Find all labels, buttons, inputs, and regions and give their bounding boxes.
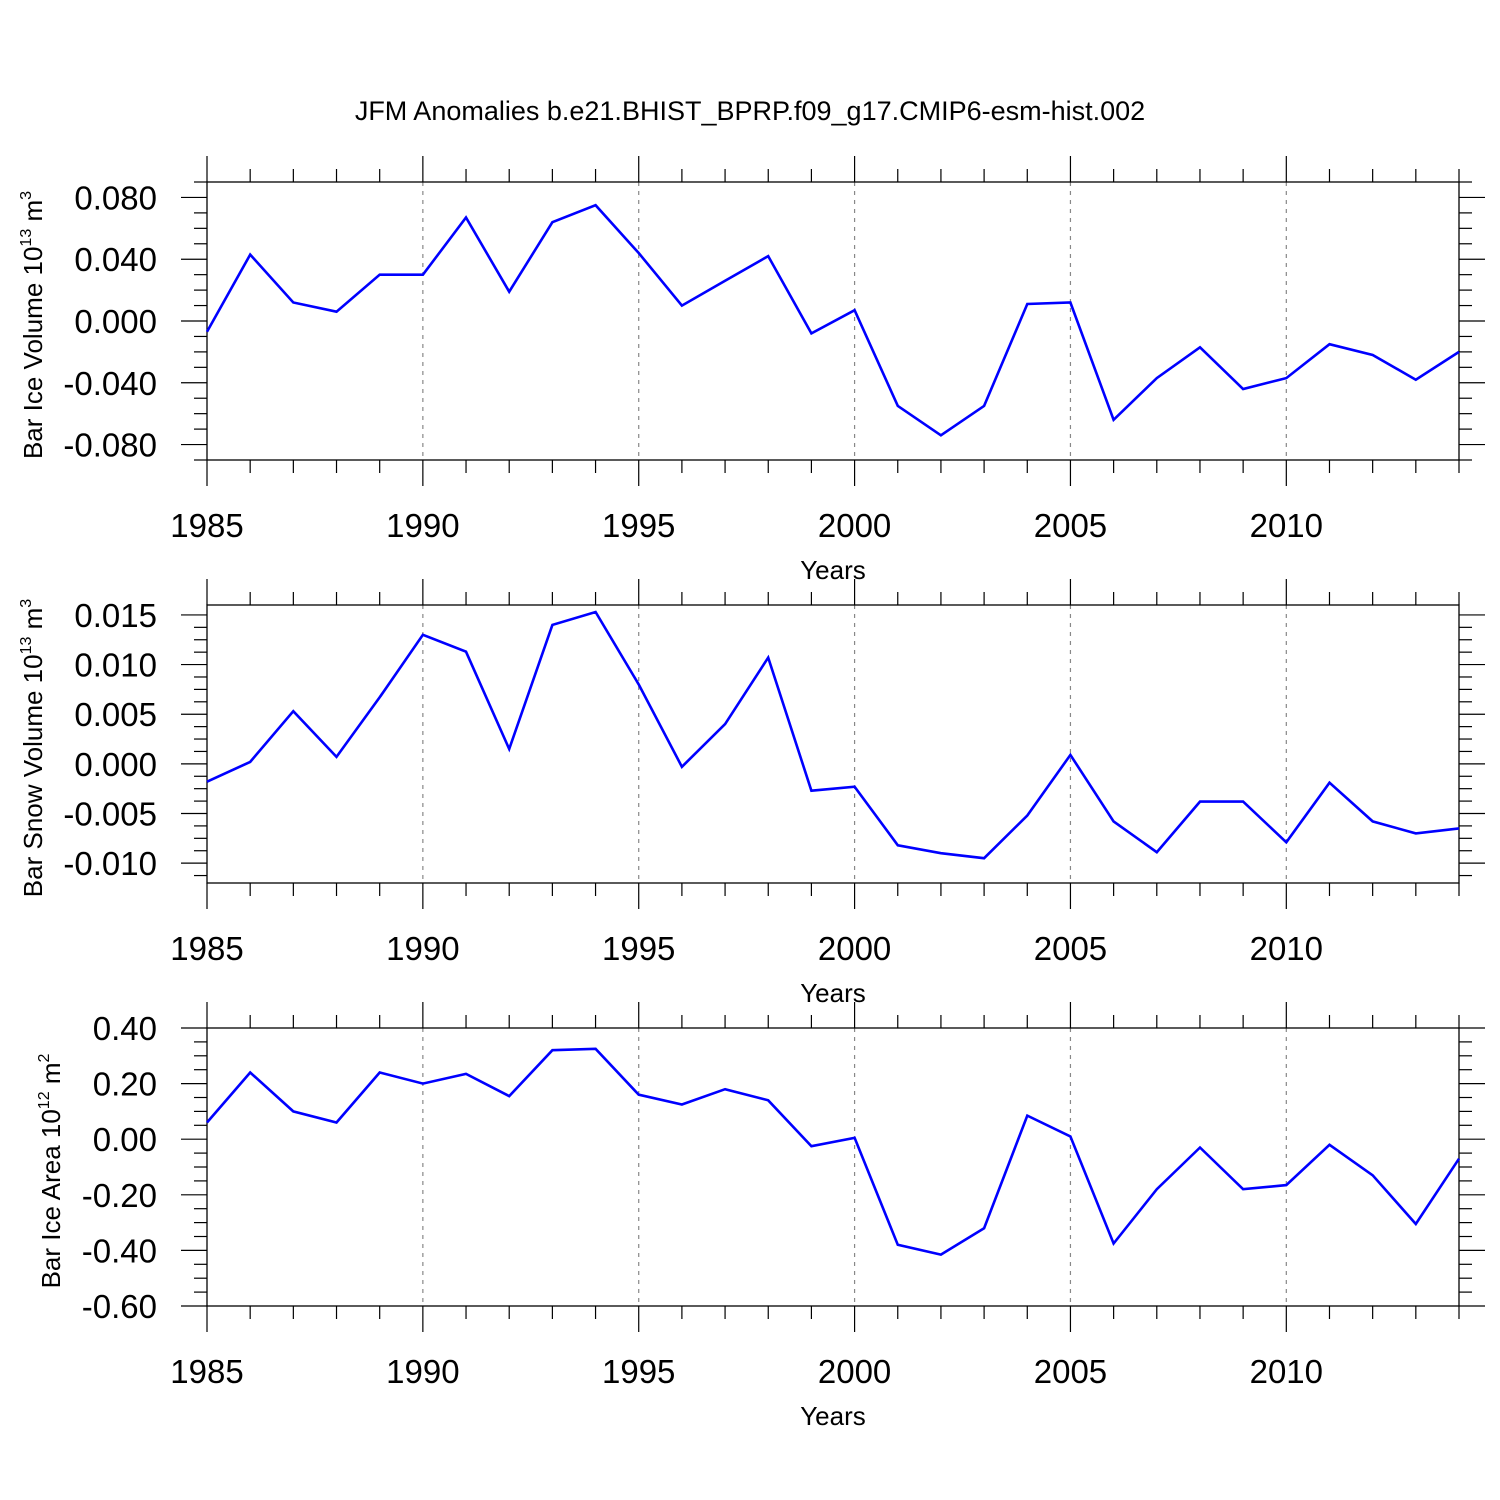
y-tick-label: -0.040 [63,365,157,402]
x-axis-title: Years [800,978,866,1008]
y-tick-label: 0.000 [74,746,157,783]
x-axis-title: Years [800,555,866,585]
x-tick-label: 1985 [170,1353,243,1390]
y-tick-label: 0.005 [74,696,157,733]
y-tick-label: 0.040 [74,241,157,278]
y-tick-label: 0.00 [93,1121,157,1158]
chart-title: JFM Anomalies b.e21.BHIST_BPRP.f09_g17.C… [355,96,1145,126]
series-line-snow-volume [206,610,1460,860]
y-tick-label: -0.20 [82,1177,157,1214]
y-tick-label: 0.40 [93,1010,157,1047]
y-tick-label: 0.010 [74,647,157,684]
x-tick-label: 2000 [818,1353,891,1390]
series-line-ice-area [206,1047,1461,1256]
y-tick-label: 0.080 [74,179,157,216]
x-tick-label: 2000 [818,930,891,967]
y-tick-label: -0.60 [82,1288,157,1325]
x-tick-label: 1995 [602,1353,675,1390]
y-axis-title: Bar Ice Volume 1013 m3 [18,191,48,459]
x-tick-label: 1995 [602,507,675,544]
x-tick-label: 2005 [1034,507,1107,544]
y-tick-label: 0.000 [74,303,157,340]
y-axis-title: Bar Snow Volume 1013 m3 [18,599,48,898]
y-axis-title: Bar Ice Area 1012 m2 [36,1053,66,1288]
x-tick-label: 1990 [386,507,459,544]
x-tick-label: 1985 [170,507,243,544]
x-tick-label: 2010 [1250,930,1323,967]
x-tick-label: 2010 [1250,507,1323,544]
panel-snow-volume: -0.010 -0.005 0.000 0.005 0.010 0.015 1985 1990… [18,579,1485,1008]
panel-ice-area: -0.60 -0.40 -0.20 0.00 0.20 0.40 1985 1990 1995 2… [36,1002,1485,1431]
plot-frame [206,1027,1460,1307]
x-tick-label: 1985 [170,930,243,967]
y-tick-label: -0.010 [63,845,157,882]
x-tick-label: 1990 [386,1353,459,1390]
x-tick-label: 2010 [1250,1353,1323,1390]
y-tick-label: 0.015 [74,597,157,634]
panels: -0.080 -0.040 0.000 0.040 0.080 1985 1990 1995 2… [18,156,1485,1431]
series-line-ice-volume [205,203,1460,437]
x-tick-label: 2005 [1034,1353,1107,1390]
panel-ice-volume: -0.080 -0.040 0.000 0.040 0.080 1985 1990 1995 2… [18,156,1485,585]
x-tick-label: 1990 [386,930,459,967]
plot-frame [206,604,1460,884]
y-tick-label: -0.40 [82,1232,157,1269]
y-tick-label: -0.005 [63,796,157,833]
y-tick-label: -0.080 [63,427,157,464]
x-tick-label: 2005 [1034,930,1107,967]
x-tick-label: 2000 [818,507,891,544]
y-tick-label: 0.20 [93,1066,157,1103]
x-tick-label: 1995 [602,930,675,967]
x-axis-title: Years [800,1401,866,1431]
